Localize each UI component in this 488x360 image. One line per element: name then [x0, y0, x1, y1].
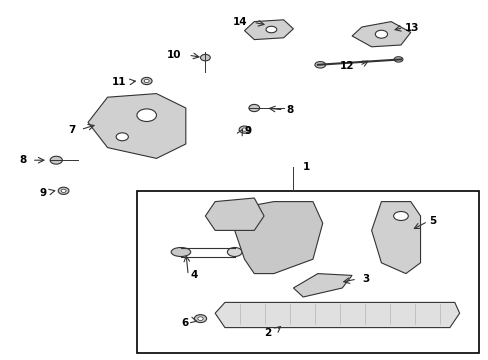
Ellipse shape: [200, 54, 210, 61]
Ellipse shape: [197, 317, 203, 320]
Polygon shape: [205, 198, 264, 230]
Text: 11: 11: [111, 77, 126, 87]
Ellipse shape: [393, 57, 402, 62]
Ellipse shape: [239, 126, 249, 133]
Ellipse shape: [171, 248, 190, 256]
Text: 12: 12: [339, 61, 354, 71]
Ellipse shape: [393, 212, 407, 220]
Text: 9: 9: [244, 126, 251, 136]
Polygon shape: [293, 274, 351, 297]
Text: 10: 10: [166, 50, 181, 60]
Ellipse shape: [58, 187, 69, 194]
Polygon shape: [215, 302, 459, 328]
Text: 9: 9: [39, 188, 46, 198]
Text: 8: 8: [20, 155, 27, 165]
Ellipse shape: [248, 104, 259, 112]
Ellipse shape: [314, 62, 325, 68]
Ellipse shape: [265, 26, 276, 33]
Text: 1: 1: [303, 162, 310, 172]
Ellipse shape: [242, 128, 246, 131]
Ellipse shape: [116, 133, 128, 141]
Ellipse shape: [144, 80, 149, 83]
Polygon shape: [88, 94, 185, 158]
Text: 4: 4: [190, 270, 198, 280]
Ellipse shape: [61, 189, 66, 193]
Polygon shape: [244, 20, 293, 40]
Ellipse shape: [227, 248, 242, 256]
Polygon shape: [234, 202, 322, 274]
Text: 3: 3: [361, 274, 368, 284]
Ellipse shape: [50, 156, 62, 164]
Text: 14: 14: [232, 17, 247, 27]
Polygon shape: [371, 202, 420, 274]
Text: 8: 8: [285, 105, 293, 115]
Text: 6: 6: [181, 318, 188, 328]
Polygon shape: [351, 22, 410, 47]
Ellipse shape: [375, 30, 387, 38]
Ellipse shape: [137, 109, 156, 122]
Text: 5: 5: [428, 216, 436, 226]
Text: 2: 2: [264, 328, 271, 338]
Ellipse shape: [194, 315, 206, 323]
Ellipse shape: [141, 77, 152, 85]
Text: 7: 7: [68, 125, 76, 135]
Text: 13: 13: [404, 23, 419, 33]
